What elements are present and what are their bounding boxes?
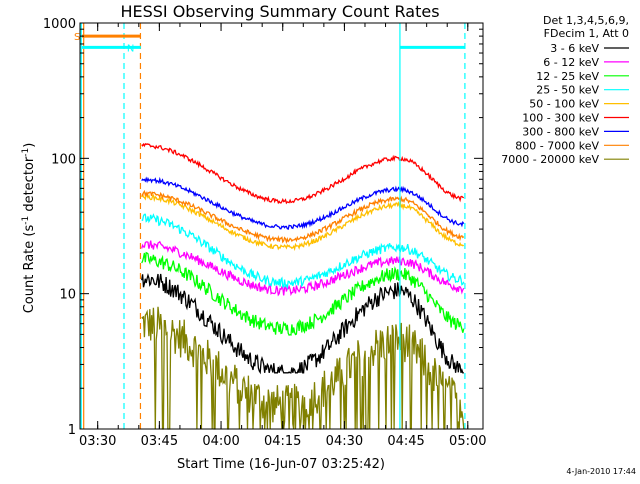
legend-label: 800 - 7000 keV	[515, 139, 599, 152]
series-line-6	[141, 176, 465, 231]
chart-title: HESSI Observing Summary Count Rates	[120, 2, 439, 21]
flag-label: S	[74, 32, 80, 43]
legend-header-line1: Det 1,3,4,5,6,9,	[543, 14, 629, 27]
series-line-4	[141, 192, 465, 252]
x-tick-label: 05:00	[449, 434, 486, 449]
x-axis-label: Start Time (16-Jun-07 03:25:42)	[177, 457, 385, 472]
timestamp: 4-Jan-2010 17:44	[566, 467, 636, 476]
legend-label: 6 - 12 keV	[543, 56, 599, 69]
legend-label: 100 - 300 keV	[522, 112, 599, 125]
x-tick-label: 04:45	[387, 434, 424, 449]
plot-frame	[79, 22, 484, 430]
legend-label: 50 - 100 keV	[529, 98, 599, 111]
y-axis-label-sup1: -1	[21, 216, 31, 225]
x-tick-label: 04:00	[202, 434, 239, 449]
series-line-2	[141, 251, 465, 336]
y-axis-label-main: Count Rate (s	[22, 225, 37, 314]
y-tick-label: 10	[59, 288, 76, 303]
y-axis-label: Count Rate (s-1 detector-1)	[21, 143, 37, 314]
plot-area: SN	[74, 23, 466, 430]
legend-header-line2: FDecim 1, Att 0	[544, 27, 629, 40]
x-tick-label: 03:45	[141, 434, 178, 449]
y-axis-label-sup2: -1	[21, 148, 31, 157]
x-tick-label: 04:30	[326, 434, 363, 449]
y-axis-label-end: )	[22, 143, 37, 148]
series-line-1	[141, 240, 465, 297]
legend-label: 3 - 6 keV	[550, 42, 599, 55]
flag-label: N	[127, 43, 134, 54]
legend-label: 12 - 25 keV	[536, 70, 599, 83]
y-tick-label: 100	[51, 152, 76, 167]
y-tick-label: 1	[68, 423, 76, 438]
legend: Det 1,3,4,5,6,9, FDecim 1, Att 0 3 - 6 k…	[501, 14, 629, 166]
legend-label: 25 - 50 keV	[536, 84, 599, 97]
y-axis-label-mid: detector	[22, 156, 37, 216]
y-tick-label: 1000	[43, 17, 76, 32]
series-line-3	[141, 213, 465, 290]
series-line-5	[141, 142, 465, 205]
series-line-8	[141, 306, 465, 430]
series-line-7	[141, 189, 465, 245]
x-tick-label: 04:15	[264, 434, 301, 449]
y-axis: 1 10 100 1000	[43, 17, 483, 438]
x-tick-label: 03:30	[79, 434, 116, 449]
x-axis: 03:30 03:45 04:00 04:15 04:30 04:45 05:00	[79, 23, 487, 449]
legend-label: 300 - 800 keV	[522, 125, 599, 138]
legend-label: 7000 - 20000 keV	[501, 153, 599, 166]
series-line-0	[141, 273, 464, 375]
